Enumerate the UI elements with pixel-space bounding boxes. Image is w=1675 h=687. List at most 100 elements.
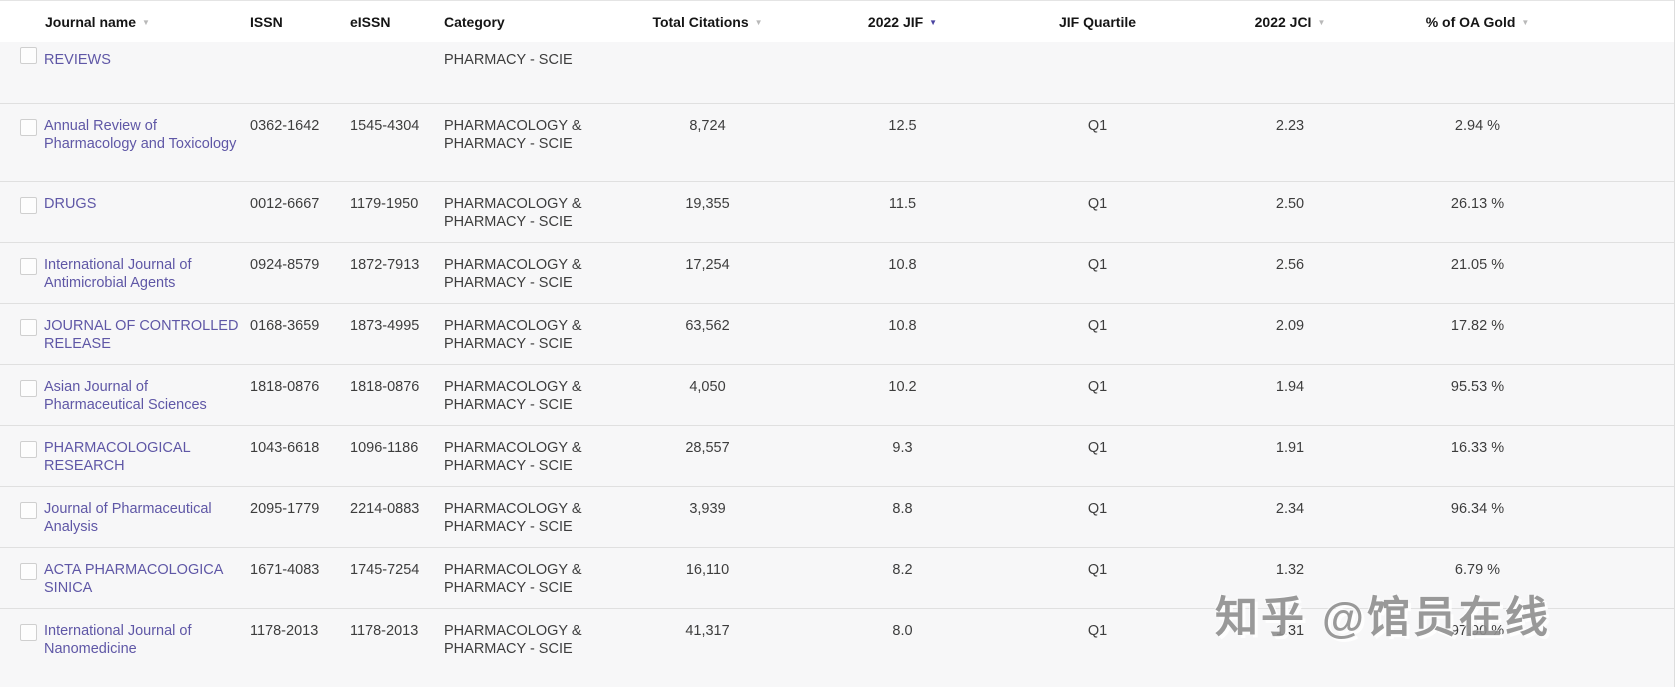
jci-cell: [1205, 42, 1375, 52]
column-header-2022-jif[interactable]: 2022 JIF ▼: [815, 14, 990, 30]
issn-cell: [250, 42, 350, 52]
jif-quartile-cell: Q1: [1087, 562, 1108, 578]
sort-arrow-icon: ▼: [142, 17, 150, 27]
eissn-cell: 2214-0883: [350, 501, 420, 517]
journal-name-cell: DRUGS: [44, 182, 250, 214]
row-checkbox[interactable]: [20, 624, 37, 641]
row-checkbox[interactable]: [20, 380, 37, 397]
issn-cell: 2095-1779: [250, 501, 320, 517]
journal-name-cell: Annual Review of Pharmacology and Toxico…: [44, 104, 250, 153]
jif-quartile-cell: Q1: [1087, 118, 1108, 134]
category-cell: PHARMACOLOGY & PHARMACY - SCIE: [444, 196, 582, 230]
sort-arrow-icon: ▼: [1317, 17, 1326, 27]
total-citations-cell: 28,557: [685, 440, 730, 456]
column-header-issn: ISSN: [250, 14, 350, 30]
eissn-cell: 1545-4304: [350, 118, 420, 134]
sort-arrow-active-icon: ▼: [929, 17, 938, 27]
journal-name-cell: International Journal of Nanomedicine: [44, 609, 250, 658]
table-row-partial: REVIEWS PHARMACY - SCIE: [0, 42, 1674, 103]
oa-gold-cell: 6.79 %: [1454, 562, 1501, 578]
total-citations-header-label: Total Citations: [652, 13, 749, 30]
row-checkbox[interactable]: [20, 319, 37, 336]
journal-name-link[interactable]: PHARMACOLOGICAL RESEARCH: [44, 440, 191, 474]
journal-name-link[interactable]: JOURNAL OF CONTROLLED RELEASE: [44, 318, 239, 352]
column-header-2022-jci[interactable]: 2022 JCI ▼: [1205, 14, 1375, 30]
oa-gold-cell: 17.82 %: [1450, 318, 1505, 334]
checkbox-cell: [0, 609, 44, 647]
jif-quartile-header-label: JIF Quartile: [1058, 13, 1137, 30]
eissn-header-label: eISSN: [350, 13, 391, 30]
journal-name-link[interactable]: International Journal of Antimicrobial A…: [44, 257, 192, 291]
category-header-label: Category: [444, 13, 505, 30]
jif-quartile-cell: [990, 42, 1205, 52]
column-header-journal-name[interactable]: Journal name ▼: [44, 14, 250, 30]
table-row: Asian Journal of Pharmaceutical Sciences…: [0, 364, 1674, 425]
journal-name-link[interactable]: International Journal of Nanomedicine: [44, 623, 192, 657]
jif-cell: 10.2: [888, 379, 917, 395]
eissn-cell: 1872-7913: [350, 257, 420, 273]
checkbox-cell: [0, 104, 44, 142]
category-cell: PHARMACOLOGY & PHARMACY - SCIE: [444, 501, 582, 535]
category-cell: PHARMACOLOGY & PHARMACY - SCIE: [444, 623, 582, 657]
journal-name-link[interactable]: Annual Review of Pharmacology and Toxico…: [44, 118, 237, 152]
issn-cell: 1818-0876: [250, 379, 320, 395]
row-checkbox[interactable]: [20, 502, 37, 519]
row-checkbox[interactable]: [20, 258, 37, 275]
total-citations-cell: 19,355: [685, 196, 730, 212]
jci-cell: 2.56: [1275, 257, 1305, 273]
column-header-eissn: eISSN: [350, 14, 444, 30]
column-header-total-citations[interactable]: Total Citations ▼: [600, 14, 815, 30]
checkbox-cell: [0, 548, 44, 586]
journal-name-cell: International Journal of Antimicrobial A…: [44, 243, 250, 292]
jci-cell: 2.50: [1275, 196, 1305, 212]
journal-name-link[interactable]: DRUGS: [44, 196, 97, 212]
jif-quartile-cell: Q1: [1087, 379, 1108, 395]
journal-name-link[interactable]: REVIEWS: [44, 52, 111, 68]
category-cell: PHARMACOLOGY & PHARMACY - SCIE: [444, 318, 582, 352]
jif-cell: 9.3: [892, 440, 913, 456]
eissn-cell: 1096-1186: [350, 440, 419, 456]
total-citations-cell: 63,562: [685, 318, 730, 334]
jif-quartile-cell: Q1: [1087, 257, 1108, 273]
table-row: PHARMACOLOGICAL RESEARCH 1043-6618 1096-…: [0, 425, 1674, 486]
row-checkbox[interactable]: [20, 197, 37, 214]
total-citations-cell: 17,254: [685, 257, 730, 273]
category-cell: PHARMACOLOGY & PHARMACY - SCIE: [444, 562, 582, 596]
issn-cell: 1178-2013: [250, 623, 319, 639]
eissn-cell: [350, 42, 444, 52]
table-row: JOURNAL OF CONTROLLED RELEASE 0168-3659 …: [0, 303, 1674, 364]
journal-name-link[interactable]: Asian Journal of Pharmaceutical Sciences: [44, 379, 207, 413]
jif-cell: 8.2: [892, 562, 913, 578]
table-row: Journal of Pharmaceutical Analysis 2095-…: [0, 486, 1674, 547]
oa-gold-cell: 21.05 %: [1450, 257, 1505, 273]
eissn-cell: 1873-4995: [350, 318, 420, 334]
row-checkbox[interactable]: [20, 119, 37, 136]
eissn-cell: 1745-7254: [350, 562, 420, 578]
journal-name-link[interactable]: Journal of Pharmaceutical Analysis: [44, 501, 212, 535]
journal-name-link[interactable]: ACTA PHARMACOLOGICA SINICA: [44, 562, 223, 596]
jif-cell: 11.5: [888, 196, 917, 212]
checkbox-cell: [0, 426, 44, 464]
eissn-cell: 1818-0876: [350, 379, 420, 395]
table-header-row: Journal name ▼ ISSN eISSN Category Total…: [0, 0, 1674, 42]
jif-quartile-cell: Q1: [1087, 196, 1108, 212]
jci-cell: 1.31: [1275, 623, 1305, 639]
row-checkbox[interactable]: [20, 47, 37, 64]
row-checkbox[interactable]: [20, 563, 37, 580]
row-checkbox[interactable]: [20, 441, 37, 458]
issn-cell: 0924-8579: [250, 257, 320, 273]
total-citations-cell: [600, 42, 815, 52]
oa-gold-cell: 16.33 %: [1450, 440, 1505, 456]
checkbox-cell: [0, 487, 44, 525]
jif-cell: 10.8: [888, 257, 917, 273]
category-cell: PHARMACY - SCIE: [444, 52, 573, 68]
jif-header-label: 2022 JIF: [867, 13, 924, 30]
issn-cell: 0168-3659: [250, 318, 320, 334]
column-header-oa-gold[interactable]: % of OA Gold ▼: [1375, 14, 1580, 30]
checkbox-cell: [0, 365, 44, 403]
jif-cell: 8.0: [892, 623, 913, 639]
checkbox-cell: [0, 243, 44, 281]
oa-gold-cell: 95.53 %: [1450, 379, 1505, 395]
oa-gold-header-label: % of OA Gold: [1425, 13, 1516, 30]
